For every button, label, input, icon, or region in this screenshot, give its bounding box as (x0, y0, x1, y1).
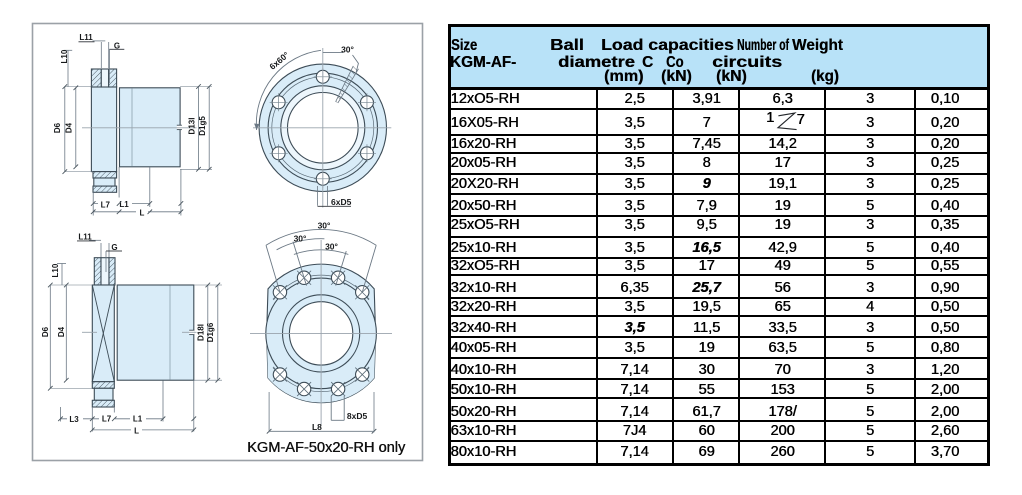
svg-text:L: L (140, 209, 145, 218)
svg-text:D6: D6 (53, 122, 62, 133)
svg-text:6xD5: 6xD5 (331, 197, 352, 207)
svg-text:30°: 30° (341, 45, 354, 55)
svg-text:D6: D6 (41, 326, 50, 337)
svg-text:L1: L1 (133, 415, 143, 424)
svg-text:D1g5: D1g5 (198, 116, 207, 136)
svg-text:L10: L10 (60, 49, 69, 63)
svg-text:L1: L1 (119, 200, 129, 209)
svg-text:30°: 30° (294, 234, 307, 244)
svg-text:D1g6: D1g6 (206, 322, 215, 342)
svg-text:L7: L7 (102, 415, 112, 424)
svg-text:6x60°: 6x60° (267, 49, 291, 71)
svg-text:L7: L7 (101, 200, 111, 209)
svg-text:30°: 30° (318, 221, 331, 231)
svg-text:L10: L10 (51, 263, 60, 277)
svg-text:30°: 30° (325, 242, 338, 252)
svg-text:L11: L11 (79, 33, 93, 42)
svg-text:D13I: D13I (188, 118, 197, 135)
svg-text:L8: L8 (312, 422, 322, 432)
svg-text:L3: L3 (69, 415, 79, 424)
svg-text:D4: D4 (65, 122, 74, 133)
svg-text:8xD5: 8xD5 (347, 411, 368, 421)
svg-text:G: G (111, 243, 117, 252)
svg-text:D18I: D18I (197, 324, 206, 341)
svg-text:L11: L11 (78, 232, 92, 241)
svg-text:L: L (134, 427, 139, 436)
svg-text:G: G (114, 41, 120, 50)
svg-text:D4: D4 (57, 326, 66, 337)
